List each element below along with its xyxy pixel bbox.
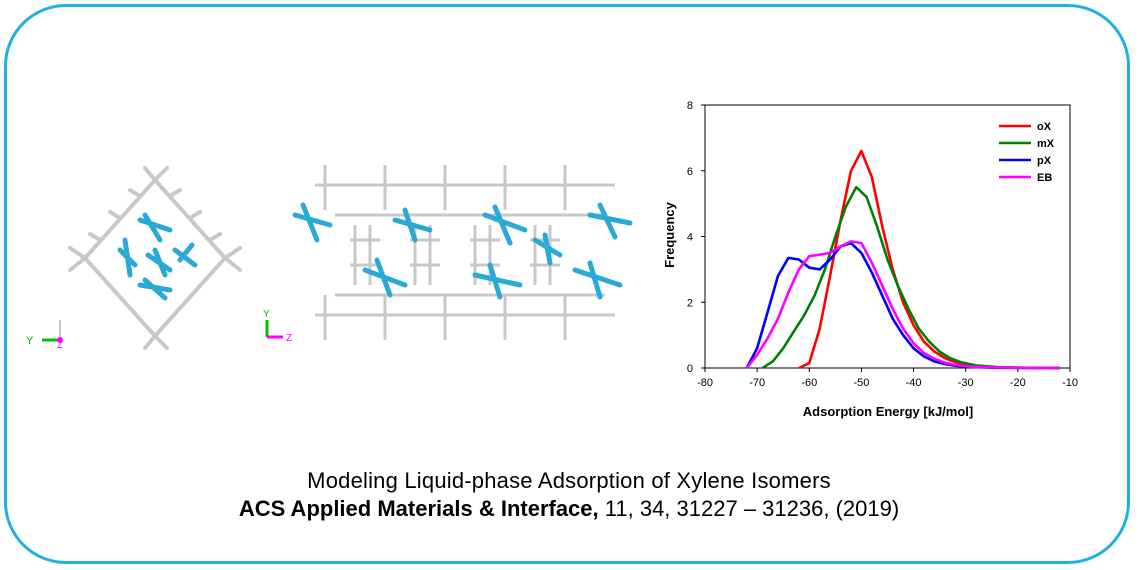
- chart-svg: -80 -70 -60 -50 -40 -30 -20 -10 0 2 4 6 8 oX mX pX EB A…: [662, 100, 1078, 419]
- framework-side-image: Y Z: [255, 145, 655, 365]
- x-tick-label: -10: [1062, 377, 1078, 389]
- journal-name: ACS Applied Materials & Interface,: [238, 496, 599, 521]
- x-axis-label: Adsorption Energy [kJ/mol]: [803, 404, 973, 419]
- axis-y-label-left: Y: [26, 335, 34, 347]
- series-line-EB: [745, 240, 1060, 370]
- molecules-left: [117, 212, 198, 301]
- legend-label-pX: pX: [1037, 155, 1052, 167]
- axis-y-label-mid: Y: [263, 309, 270, 320]
- axes-indicator-left: Y Z: [26, 320, 63, 350]
- x-tick-label: -80: [697, 377, 713, 389]
- x-tick-label: -20: [1010, 377, 1026, 389]
- y-tick-label: 6: [687, 166, 693, 178]
- caption-reference: ACS Applied Materials & Interface, 11, 3…: [0, 496, 1138, 522]
- rounded-frame: [4, 4, 1130, 564]
- axis-z-label-mid: Z: [286, 333, 292, 344]
- x-tick-label: -70: [749, 377, 765, 389]
- x-tick-label: -50: [853, 377, 869, 389]
- y-tick-label: 4: [687, 232, 693, 244]
- series-line-pX: [745, 241, 1060, 370]
- y-tick-label: 2: [687, 297, 693, 309]
- citation-details: 11, 34, 31227 – 31236, (2019): [598, 496, 900, 521]
- caption-title: Modeling Liquid-phase Adsorption of Xyle…: [307, 468, 831, 493]
- legend-label-mX: mX: [1037, 138, 1055, 150]
- adsorption-energy-chart: -80 -70 -60 -50 -40 -30 -20 -10 0 2 4 6 8 oX mX pX EB A…: [655, 95, 1095, 425]
- framework-rhombus: [68, 166, 242, 350]
- y-axis-label: Frequency: [662, 201, 677, 268]
- legend-label-EB: EB: [1037, 172, 1052, 184]
- molecules-mid: [292, 202, 633, 300]
- x-tick-label: -40: [906, 377, 922, 389]
- chart-legend: oX mX pX EB: [999, 121, 1055, 184]
- series-line-mX: [761, 185, 1060, 370]
- legend-label-oX: oX: [1037, 121, 1052, 133]
- axis-z-label-left: Z: [57, 340, 63, 350]
- chart-series: [745, 149, 1060, 370]
- framework-channel-image: Y Z: [20, 160, 260, 360]
- axes-indicator-mid: Y Z: [263, 309, 292, 344]
- y-tick-label: 0: [687, 363, 693, 375]
- series-line-oX: [798, 149, 1060, 370]
- framework-lattice: [315, 165, 615, 340]
- framework-side-svg: Y Z: [263, 165, 633, 344]
- framework-channel-svg: Y Z: [26, 166, 242, 350]
- x-tick-label: -30: [958, 377, 974, 389]
- x-tick-label: -60: [801, 377, 817, 389]
- y-tick-label: 8: [687, 100, 693, 112]
- chart-axes: -80 -70 -60 -50 -40 -30 -20 -10 0 2 4 6 8: [687, 100, 1078, 389]
- plot-frame: [704, 104, 1071, 369]
